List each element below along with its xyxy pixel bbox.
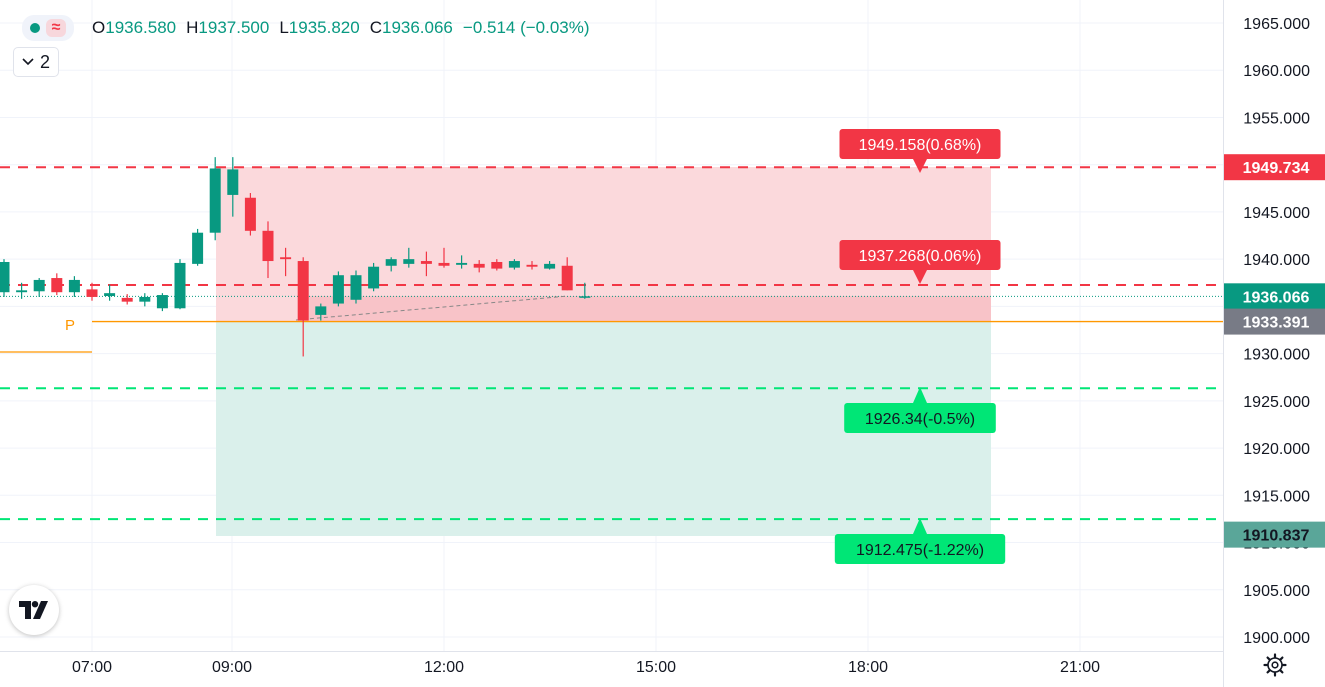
stop-low-box [839,240,1001,270]
candle-body [280,257,292,260]
candle-body [139,296,151,302]
chevron-down-icon [22,58,34,66]
candle-body [33,279,45,292]
candle-body [174,262,186,309]
price-tick-label: 1905.000 [1243,583,1310,600]
candle-body [403,259,415,264]
price-tag-label: 1936.066 [1243,289,1310,306]
target-2-pointer [913,518,927,534]
candle-body [561,265,573,291]
gear-icon[interactable] [1262,652,1288,678]
candle-body [262,230,274,262]
candle-body [0,261,10,293]
price-tick-label: 1925.000 [1243,394,1310,411]
candle-body [192,232,204,264]
target-1-pointer [913,387,927,403]
price-tick-label: 1900.000 [1243,630,1310,647]
time-tick-label: 21:00 [1060,659,1100,676]
stop-high-box [839,129,1001,159]
candle-body [368,266,380,289]
approx-icon: ≈ [46,19,66,37]
high-value: H1937.500 [186,18,270,37]
price-tag-label: 1949.734 [1243,160,1310,177]
candle-body [86,289,98,297]
candle-body [473,263,485,268]
price-tick-label: 1940.000 [1243,252,1310,269]
time-tick-label: 07:00 [72,659,112,676]
tradingview-logo-icon[interactable] [9,585,59,635]
target-2-box [834,534,1006,564]
price-tag-label: 1933.391 [1243,315,1310,332]
candle-body [420,261,432,264]
close-value: C1936.066 [369,18,453,37]
candle-body [51,278,63,293]
price-tick-label: 1960.000 [1243,63,1310,80]
candle-body [104,293,116,296]
target-1-label: 1926.34(-0.5%) [865,411,975,428]
price-tick-label: 1920.000 [1243,441,1310,458]
symbol-status-pill[interactable]: ≈ [22,15,74,41]
low-value: L1935.820 [279,18,360,37]
stop-high-label: 1949.158(0.68%) [859,137,982,154]
ohlc-legend: ≈ O1936.580 H1937.500 L1935.820 C1936.06… [22,14,590,42]
price-tag-stop [1224,154,1325,181]
target-1-box [844,403,996,433]
candle-body [491,261,503,269]
candle-body [508,261,520,268]
candle-body [350,275,362,300]
candle-body [438,262,450,266]
candle-body [16,290,28,293]
collapse-indicators-button[interactable]: 2 [13,47,59,77]
stop-low-label: 1937.268(0.06%) [859,248,982,265]
candle-body [121,297,133,302]
target-2-label: 1912.475(-1.22%) [856,542,984,559]
time-tick-label: 09:00 [212,659,252,676]
price-tag-label: 1910.837 [1243,528,1310,545]
price-tick-label: 1955.000 [1243,110,1310,127]
market-status-dot-icon [30,23,40,33]
candle-body [385,259,397,266]
price-axis-bg [1223,0,1325,687]
pivot-marker: P [65,317,75,334]
open-value: O1936.580 [92,18,177,37]
price-tick-label: 1915.000 [1243,488,1310,505]
candle-body [297,261,309,321]
candle-body [315,306,327,315]
price-tag-entry [1224,308,1325,335]
candle-body [209,168,221,233]
time-tick-label: 12:00 [424,659,464,676]
candle-body [332,275,344,304]
stop-loss-zone-inner [300,296,991,322]
price-tick-label: 1945.000 [1243,205,1310,222]
time-tick-label: 15:00 [636,659,676,676]
time-tick-label: 18:00 [848,659,888,676]
stop-high-pointer [913,159,927,173]
candle-body [579,296,591,298]
candle-body [526,264,538,267]
projection-line [295,295,569,321]
price-tick-label: 1930.000 [1243,347,1310,364]
price-tag-target [1224,521,1325,548]
price-tick-label: 1965.000 [1243,16,1310,33]
candle-body [544,263,556,269]
price-tag-last [1224,283,1325,310]
candle-body [156,295,168,309]
indicator-count: 2 [39,51,50,72]
tv-logo-mark [19,601,48,619]
candle-body [244,197,256,231]
stop-low-pointer [913,270,927,284]
candle-body [227,169,239,195]
candle-body [68,279,80,293]
candle-body [456,262,468,265]
change-value: −0.514 (−0.03%) [462,18,590,37]
